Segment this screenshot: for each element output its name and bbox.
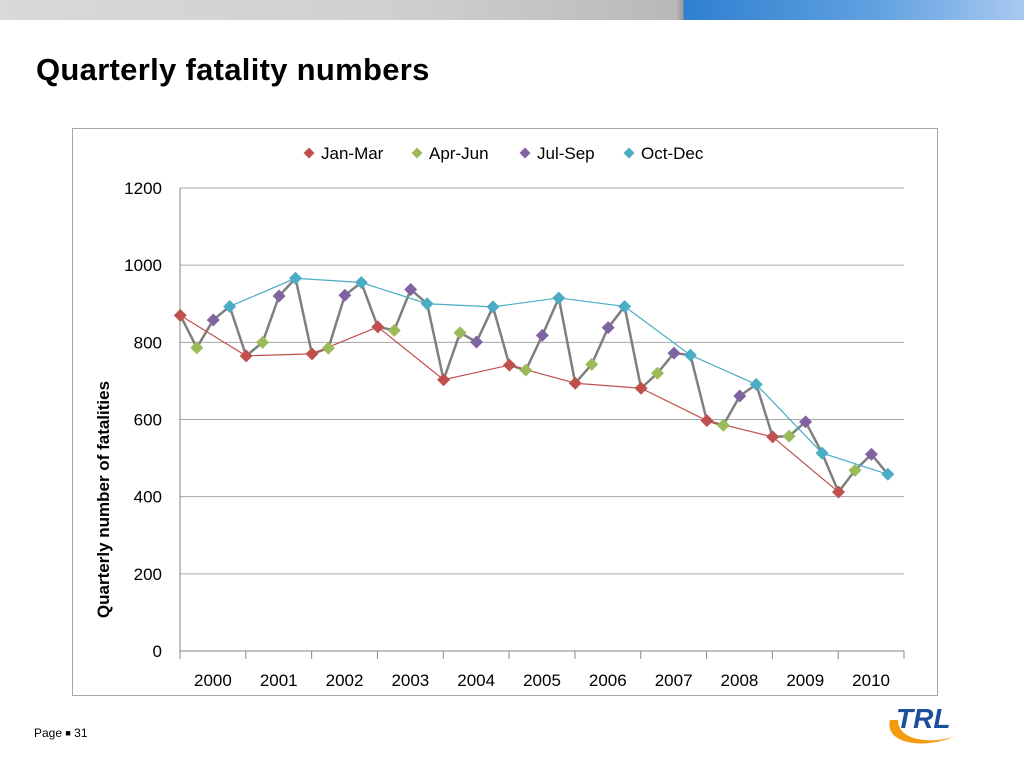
data-point-oct-dec [289, 271, 303, 285]
data-point-jan-mar [700, 414, 714, 428]
legend-label-jan-mar: Jan-Mar [321, 144, 384, 163]
data-point-apr-jun [519, 363, 533, 377]
fatalities-line-chart: 0 200 400 600 800 1000 1200 2000 2001 2002 2003 200… [94, 144, 905, 690]
data-point-jan-mar [371, 320, 385, 334]
logo-swoosh-icon [889, 720, 956, 744]
legend-label-apr-jun: Apr-Jun [429, 144, 489, 163]
legend-label-jul-sep: Jul-Sep [537, 144, 595, 163]
x-tick-label: 2010 [852, 671, 890, 690]
series-line-jan-mar [180, 314, 839, 493]
legend-marker-oct-dec [623, 147, 635, 159]
data-point-jul-sep [864, 447, 878, 461]
data-point-apr-jun [321, 341, 335, 355]
data-point-jul-sep [535, 328, 549, 342]
data-point-oct-dec [618, 299, 632, 313]
x-tick-label: 2002 [326, 671, 364, 690]
data-point-jan-mar [766, 430, 780, 444]
data-point-oct-dec [223, 299, 237, 313]
x-tick-label: 2009 [786, 671, 824, 690]
data-point-jul-sep [206, 313, 220, 327]
chart-frame: 0 200 400 600 800 1000 1200 2000 2001 2002 2003 200… [72, 128, 938, 696]
y-tick-label: 400 [134, 488, 162, 507]
x-tick-label: 2000 [194, 671, 232, 690]
data-point-jul-sep [404, 282, 418, 296]
page-label: Page [34, 726, 63, 740]
x-tick-label: 2006 [589, 671, 627, 690]
legend-label-oct-dec: Oct-Dec [641, 144, 704, 163]
data-point-jul-sep [338, 288, 352, 302]
data-point-apr-jun [387, 323, 401, 337]
y-tick-label: 800 [134, 333, 162, 352]
data-point-jan-mar [305, 347, 319, 361]
x-tick-label: 2004 [457, 671, 495, 690]
data-point-jan-mar [239, 349, 253, 363]
x-tick-label: 2003 [391, 671, 429, 690]
data-point-apr-jun [782, 429, 796, 443]
data-point-oct-dec [486, 300, 500, 314]
page-footer: Page ■ 31 [34, 726, 88, 740]
data-point-jan-mar [634, 381, 648, 395]
data-point-jan-mar [173, 308, 187, 322]
data-point-apr-jun [848, 463, 862, 477]
y-tick-label: 600 [134, 411, 162, 430]
page-number: 31 [74, 726, 88, 740]
x-tick-label: 2005 [523, 671, 561, 690]
x-tick-label: 2008 [721, 671, 759, 690]
data-point-oct-dec [881, 467, 895, 481]
data-point-jul-sep [272, 289, 286, 303]
data-point-jan-mar [502, 358, 516, 372]
data-point-apr-jun [651, 366, 665, 380]
data-point-oct-dec [815, 446, 829, 460]
data-point-jul-sep [799, 415, 813, 429]
y-tick-label: 1200 [124, 179, 162, 198]
data-point-jul-sep [601, 321, 615, 335]
data-point-oct-dec [354, 276, 368, 290]
data-point-oct-dec [749, 377, 763, 391]
y-tick-label: 0 [153, 642, 162, 661]
y-tick-label: 1000 [124, 256, 162, 275]
data-point-oct-dec [683, 348, 697, 362]
data-point-oct-dec [420, 297, 434, 311]
data-point-apr-jun [453, 326, 467, 340]
slide-title: Quarterly fatality numbers [36, 52, 430, 87]
y-axis-title: Quarterly number of fatalities [94, 381, 113, 618]
data-point-jul-sep [470, 335, 484, 349]
legend-marker-jul-sep [519, 147, 531, 159]
y-tick-label: 200 [134, 565, 162, 584]
data-point-jan-mar [568, 376, 582, 390]
data-point-apr-jun [190, 341, 204, 355]
page-bullet: ■ [65, 728, 71, 738]
legend-marker-apr-jun [411, 147, 423, 159]
data-point-apr-jun [256, 335, 270, 349]
x-tick-label: 2001 [260, 671, 298, 690]
header-gradient-bar [0, 0, 1024, 20]
data-point-jul-sep [733, 389, 747, 403]
data-point-apr-jun [585, 357, 599, 371]
data-point-jan-mar [832, 485, 846, 499]
data-point-jul-sep [667, 346, 681, 360]
logo-text: TRL [896, 703, 950, 734]
all-quarters-connector-line [179, 275, 889, 495]
data-point-jan-mar [437, 373, 451, 387]
x-tick-label: 2007 [655, 671, 693, 690]
legend-marker-jan-mar [303, 147, 315, 159]
series-line-oct-dec [229, 277, 889, 475]
data-point-oct-dec [552, 291, 566, 305]
data-point-apr-jun [716, 418, 730, 432]
trl-logo: TRL [889, 703, 956, 744]
